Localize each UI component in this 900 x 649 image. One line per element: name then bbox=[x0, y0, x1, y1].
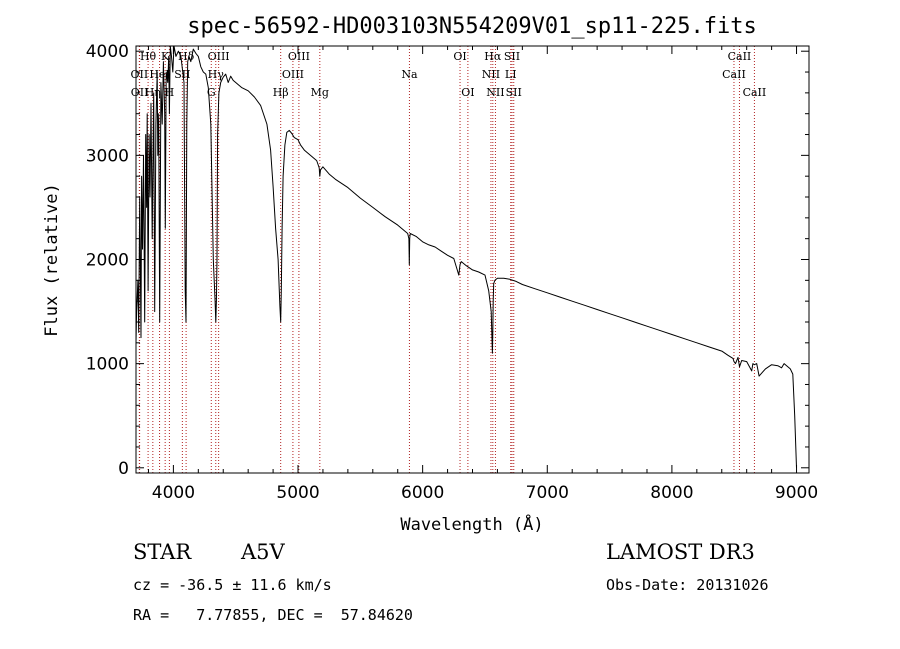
spectral-line-label: CaII bbox=[743, 86, 767, 99]
y-tick-label: 1000 bbox=[86, 355, 129, 375]
y-axis-ticks: 0 1000 2000 3000 4000 bbox=[86, 42, 809, 479]
spectral-line-label: Na bbox=[401, 68, 418, 81]
spectral-line-label: Hβ bbox=[273, 86, 289, 99]
y-tick-label: 4000 bbox=[86, 42, 129, 62]
x-tick-label: 9000 bbox=[775, 483, 818, 503]
spectral-line-label: SII bbox=[506, 86, 522, 99]
spectral-line-label: Hγ bbox=[208, 68, 225, 81]
spectral-line-label: Hθ bbox=[140, 50, 157, 63]
object-type: STAR bbox=[133, 540, 192, 564]
spectral-line-label: Hη bbox=[145, 86, 161, 99]
spectral-line-label: HeI bbox=[149, 68, 169, 81]
x-tick-label: 6000 bbox=[401, 483, 444, 503]
x-tick-label: 8000 bbox=[650, 483, 693, 503]
y-tick-label: 3000 bbox=[86, 146, 129, 166]
spectral-line-label: G bbox=[207, 86, 216, 99]
spectral-line-label: CaII bbox=[728, 50, 752, 63]
spectral-line-labels: HθOIIOIIHηHeIKHSIIHδGHγOIIIHβOIIIOIIIMgN… bbox=[131, 50, 767, 99]
spectral-line-label: CaII bbox=[722, 68, 746, 81]
spectral-line-label: K bbox=[161, 50, 170, 63]
spectral-line-label: Hα bbox=[484, 50, 502, 63]
chart-title: spec-56592-HD003103N554209V01_sp11-225.f… bbox=[187, 14, 757, 39]
spectral-line-label: OI bbox=[461, 86, 474, 99]
observation-date: Obs-Date: 20131026 bbox=[606, 576, 769, 594]
y-tick-label: 2000 bbox=[86, 251, 129, 271]
x-tick-label: 5000 bbox=[276, 483, 319, 503]
spectral-line-label: Mg bbox=[311, 86, 329, 99]
x-tick-label: 7000 bbox=[526, 483, 569, 503]
y-tick-label: 0 bbox=[118, 459, 129, 479]
spectral-line-markers bbox=[138, 46, 755, 473]
spectral-line-label: SII bbox=[504, 50, 520, 63]
spectral-line-label: OII bbox=[131, 68, 149, 81]
spectral-line-label: NII bbox=[486, 86, 504, 99]
spectral-line-label: OIII bbox=[208, 50, 230, 63]
y-axis-label: Flux (relative) bbox=[42, 183, 62, 337]
spectral-line-label: SII bbox=[174, 68, 190, 81]
spectral-line-label: OI bbox=[453, 50, 466, 63]
redshift-velocity: cz = -36.5 ± 11.6 km/s bbox=[133, 576, 332, 594]
coordinates: RA = 7.77855, DEC = 57.84620 bbox=[133, 606, 413, 624]
spectral-line-label: LI bbox=[505, 68, 517, 81]
x-axis-ticks: 4000 5000 6000 7000 8000 9000 bbox=[147, 46, 818, 503]
spectral-line-label: OIII bbox=[288, 50, 310, 63]
x-axis-label: Wavelength (Å) bbox=[400, 513, 543, 535]
survey-name: LAMOST DR3 bbox=[606, 540, 755, 564]
x-tick-label: 4000 bbox=[152, 483, 195, 503]
object-subclass: A5V bbox=[240, 540, 286, 564]
spectrum-series-line bbox=[135, 45, 797, 468]
plot-frame bbox=[135, 45, 810, 474]
spectral-line-label: OIII bbox=[282, 68, 304, 81]
spectral-line-label: NII bbox=[482, 68, 500, 81]
